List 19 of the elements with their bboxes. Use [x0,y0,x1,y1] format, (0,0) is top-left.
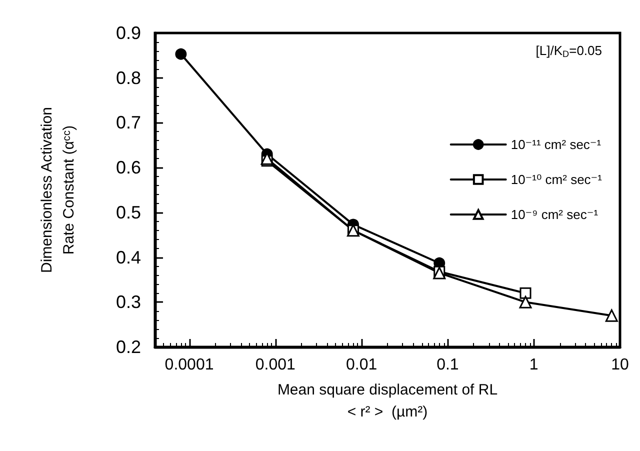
y-axis-title: Dimensionless Activation Rate Constant (αᶜᶜ) [38,107,78,273]
y-tick-label: 0.9 [116,23,141,43]
legend-label: 10⁻¹¹ cm² sec⁻¹ [510,137,602,152]
legend-label: 10⁻⁹ cm² sec⁻¹ [510,207,599,222]
x-tick-label: 1 [529,356,538,374]
y-tick-label: 0.3 [116,292,141,312]
legend-label: 10⁻¹⁰ cm² sec⁻¹ [510,172,603,187]
y-tick-label: 0.6 [116,158,141,178]
x-tick-label: 0.001 [255,356,296,374]
x-tick-label: 10 [611,356,629,374]
y-tick-label: 0.5 [116,202,141,222]
x-tick-label: 0.01 [346,356,378,374]
y-tick-label: 0.4 [116,247,141,268]
y-tick-label: 0.7 [116,112,141,133]
x-axis-title: Mean square displacement of RL < r² > (µm²) [277,382,498,420]
y-tick-label: 0.8 [116,68,141,88]
x-tick-label: 0.1 [436,356,459,374]
y-tick-label: 0.2 [116,337,141,357]
x-tick-label: 0.0001 [164,356,214,374]
